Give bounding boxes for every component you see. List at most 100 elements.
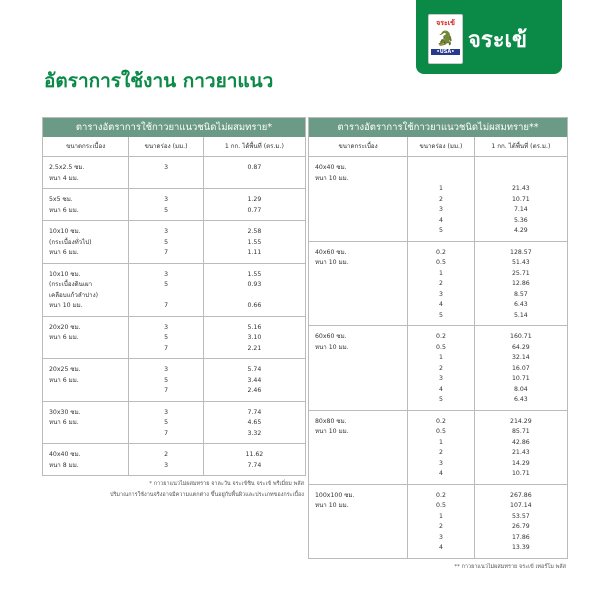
joint-value: 3 <box>164 408 169 416</box>
area-value: 21.43 <box>512 449 530 456</box>
joint-value: 5 <box>164 334 169 341</box>
table-row: 5x5 ซม. หนา 6 มม. 3 5 1.29 0.77 <box>43 189 305 221</box>
joint-value <box>408 163 473 174</box>
table-row: 40x60 ซม. หนา 10 มม. 0.2 0.5 1 2 3 4 5 128.57 51.4… <box>309 241 567 326</box>
area-cell: 1.55 0.93 0.66 <box>204 264 305 316</box>
joint-value: 3 <box>164 228 169 235</box>
area-value: 10.71 <box>512 375 530 382</box>
tile-cell: 40x60 ซม. หนา 10 มม. <box>309 241 409 325</box>
joint-value: 5 <box>164 419 169 426</box>
table-row: 40x40 ซม. หนา 10 มม. 1 2 3 4 5 21.43 10.71 7.14 5.… <box>309 157 567 242</box>
tile-cell: 10x10 ซม. (กระเบื้องดินเผา เคลือบแก้วลำปาง… <box>43 263 130 316</box>
area-value: 6.43 <box>513 301 528 308</box>
area-cell: 21.43 10.71 7.14 5.36 4.29 <box>475 157 567 241</box>
area-value: 1.11 <box>247 249 262 256</box>
joint-value: 3 <box>164 164 169 171</box>
joint-value: 7 <box>164 429 169 437</box>
joint-value: 3 <box>164 366 169 373</box>
joint-value: 5 <box>164 376 169 384</box>
joint-value: 4 <box>439 301 443 308</box>
joint-value: 4 <box>439 470 443 477</box>
joint-cell: 3 5 7 <box>129 401 204 443</box>
area-value: 6.43 <box>513 396 528 403</box>
area-cell: 214.29 85.71 42.86 21.43 14.29 10.71 <box>475 411 567 484</box>
area-value: 42.86 <box>512 438 530 446</box>
area-value: 1.55 <box>247 238 262 246</box>
area-value: 2.58 <box>247 228 262 235</box>
joint-value: 3 <box>439 533 443 541</box>
joint-value: 5 <box>164 281 169 288</box>
table-row: 10x10 ซม. (กระเบื้องทั่วไป) หนา 6 มม. 3 5 7 2.… <box>43 221 305 264</box>
area-value <box>475 163 567 174</box>
area-value: 7.74 <box>247 461 262 469</box>
area-value: 10.71 <box>512 470 530 477</box>
column-header: ขนาดร่อง (มม.) <box>408 137 475 156</box>
joint-value: 7 <box>164 387 169 394</box>
tile-cell: 40x40 ซม. หนา 10 มม. <box>309 157 409 241</box>
tile-cell: 20x25 ซม. หนา 6 มม. <box>43 359 130 401</box>
area-value: 3.32 <box>247 429 262 437</box>
tile-cell: 40x40 ซม. หนา 8 มม. <box>43 444 130 475</box>
brand-name: จระเข้ <box>468 27 528 53</box>
column-header: ขนาดกระเบื้อง <box>309 137 409 156</box>
joint-value: 7 <box>164 302 169 309</box>
tile-value: 80x80 ซม. <box>315 417 347 425</box>
area-value: 32.14 <box>512 354 530 361</box>
area-cell: 11.62 7.74 <box>204 444 305 475</box>
tile-value: 60x60 ซม. <box>315 333 347 340</box>
tile-value: 2.5x2.5 ซม. <box>49 164 85 171</box>
crocodile-icon: 🐊 <box>436 31 455 47</box>
tile-cell: 100x100 ซม. หนา 10 มม. <box>309 484 409 558</box>
joint-value: 3 <box>164 270 169 278</box>
tile-value: 20x20 ซม. <box>49 323 81 331</box>
joint-value: 0.2 <box>436 491 446 499</box>
table-heading: ตารางอัตราการใช้กาวยาแนวชนิดไม่ผสมทราย** <box>309 118 567 137</box>
tile-cell: 5x5 ซม. หนา 6 มม. <box>43 189 130 220</box>
table-row: 100x100 ซม. หนา 10 มม. 0.2 0.5 1 2 3 4 267.86 107… <box>309 484 567 558</box>
joint-value: 1 <box>439 269 443 277</box>
area-value: 16.07 <box>512 364 530 372</box>
column-header: 1 กก. ได้พื้นที่ (ตร.ม.) <box>491 143 551 150</box>
joint-value <box>408 174 473 185</box>
area-value: 3.44 <box>247 376 262 384</box>
area-value <box>204 291 305 302</box>
tile-value: หนา 10 มม. <box>315 174 349 182</box>
joint-cell: 0.2 0.5 1 2 3 4 <box>408 484 475 558</box>
tile-cell: 2.5x2.5 ซม. หนา 4 มม. <box>43 157 130 188</box>
joint-value: 3 <box>164 323 169 331</box>
joint-value: 4 <box>439 544 443 551</box>
crocodile-badge: จระเข้ 🐊 •USA• <box>428 14 463 64</box>
table-row: 20x20 ซม. หนา 6 มม. 3 5 7 5.16 3.10 2.21 <box>43 316 305 359</box>
area-value: 14.29 <box>512 459 530 467</box>
right-footnote: ** กาวยาแนวไม่ผสมทราย จระเข้ เทอร์โม พลั… <box>454 562 566 573</box>
area-cell: 267.86 107.14 53.57 26.79 17.86 13.39 <box>475 485 567 558</box>
area-value: 13.39 <box>512 544 530 551</box>
joint-value <box>129 291 202 302</box>
brand-logo: จระเข้ 🐊 •USA• จระเข้ <box>416 0 562 74</box>
area-value: 10.71 <box>512 195 530 203</box>
area-value: 267.86 <box>510 491 532 499</box>
tile-value: หนา 10 มม. <box>315 502 349 509</box>
area-value: 51.43 <box>512 259 530 266</box>
joint-cell: 3 5 7 <box>129 263 204 316</box>
tile-value: 100x100 ซม. <box>315 491 355 499</box>
tile-value: หนา 6 มม. <box>49 376 79 384</box>
joint-value: 2 <box>439 280 443 287</box>
area-value: 214.29 <box>510 417 532 425</box>
table-row: 40x40 ซม. หนา 8 มม. 2 3 11.62 7.74 <box>43 444 305 475</box>
area-value: 17.86 <box>512 533 530 541</box>
area-value: 1.29 <box>247 196 262 203</box>
area-cell: 5.74 3.44 2.46 <box>204 359 305 401</box>
area-value: 107.14 <box>510 502 532 509</box>
table-sand-free-2: ตารางอัตราการใช้กาวยาแนวชนิดไม่ผสมทราย**… <box>308 117 568 559</box>
joint-cell: 0.2 0.5 1 2 3 4 <box>408 410 475 484</box>
area-value: 4.65 <box>247 419 262 426</box>
column-header: 1 กก. ได้พื้นที่ (ตร.ม.) <box>224 143 284 150</box>
table-row: 80x80 ซม. หนา 10 มม. 0.2 0.5 1 2 3 4 214.29 85.71… <box>309 410 567 485</box>
area-value: 2.46 <box>247 387 262 394</box>
joint-value: 3 <box>439 290 443 298</box>
footnote-line: ** กาวยาแนวไม่ผสมทราย จระเข้ เทอร์โม พลั… <box>454 564 566 570</box>
tile-value: 20x25 ซม. <box>49 366 81 373</box>
